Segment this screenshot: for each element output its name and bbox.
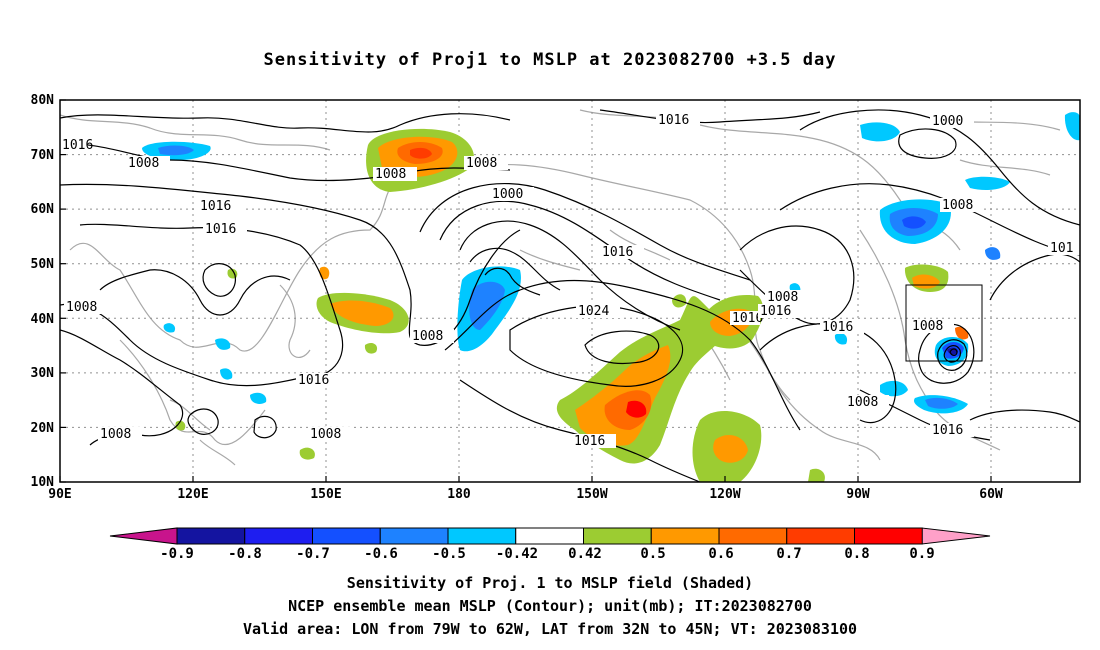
svg-text:1016: 1016 bbox=[932, 423, 963, 438]
svg-text:1016: 1016 bbox=[574, 434, 605, 449]
sensitivity-shading bbox=[142, 112, 1080, 482]
lon-labels: 90E 120E 150E 180 150W 120W 90W 60W bbox=[48, 487, 1003, 502]
colorbar bbox=[109, 527, 991, 545]
svg-text:1016: 1016 bbox=[658, 113, 689, 128]
colorbar-label: -0.6 bbox=[364, 546, 398, 562]
lat-label: 70N bbox=[31, 148, 55, 163]
svg-text:1016: 1016 bbox=[822, 320, 853, 335]
contour-labels: 1016 1008 1008 1016 1008 1000 1000 1016 … bbox=[60, 113, 1080, 449]
colorbar-cell bbox=[786, 527, 855, 545]
svg-text:1016: 1016 bbox=[62, 138, 93, 153]
caption-line-2: NCEP ensemble mean MSLP (Contour); unit(… bbox=[288, 597, 812, 615]
caption-line-1: Sensitivity of Proj. 1 to MSLP field (Sh… bbox=[346, 574, 754, 592]
lat-label: 30N bbox=[31, 366, 55, 381]
colorbar-cell bbox=[447, 527, 517, 545]
lon-label: 90W bbox=[846, 487, 870, 502]
svg-text:101: 101 bbox=[1050, 241, 1073, 256]
colorbar-cell bbox=[176, 527, 246, 545]
svg-text:1008: 1008 bbox=[466, 156, 497, 171]
plot-frame bbox=[59, 99, 1081, 483]
lat-labels: 80N 70N 60N 50N 40N 30N 20N 10N bbox=[31, 93, 55, 490]
colorbar-label: 0.6 bbox=[708, 546, 733, 562]
colorbar-cell bbox=[583, 527, 652, 545]
colorbar-low-cap bbox=[109, 527, 178, 545]
lat-label: 10N bbox=[31, 475, 55, 490]
svg-text:1008: 1008 bbox=[412, 329, 443, 344]
colorbar-label: 0.9 bbox=[909, 546, 934, 562]
svg-text:1008: 1008 bbox=[375, 167, 406, 182]
colorbar-high-cap bbox=[921, 527, 991, 545]
valid-area-box bbox=[905, 284, 983, 362]
colorbar-cell bbox=[854, 527, 923, 545]
colorbar-label: -0.8 bbox=[228, 546, 262, 562]
lat-label: 40N bbox=[31, 312, 55, 327]
map-title: Sensitivity of Proj1 to MSLP at 20230827… bbox=[263, 50, 837, 70]
colorbar-cell bbox=[650, 527, 720, 545]
colorbar-cell bbox=[515, 527, 584, 545]
lon-label: 90E bbox=[48, 487, 71, 502]
svg-text:1008: 1008 bbox=[66, 300, 97, 315]
svg-text:1016: 1016 bbox=[205, 222, 236, 237]
svg-text:1008: 1008 bbox=[100, 427, 131, 442]
caption-line-3: Valid area: LON from 79W to 62W, LAT fro… bbox=[242, 620, 858, 638]
lat-label: 80N bbox=[31, 93, 55, 108]
svg-text:1016: 1016 bbox=[602, 245, 633, 260]
lat-label: 20N bbox=[31, 421, 55, 436]
svg-text:1008: 1008 bbox=[128, 156, 159, 171]
colorbar-label: 0.7 bbox=[776, 546, 801, 562]
lat-label: 60N bbox=[31, 202, 55, 217]
svg-text:1024: 1024 bbox=[578, 304, 609, 319]
axis-ticks bbox=[59, 99, 992, 483]
svg-text:1008: 1008 bbox=[942, 198, 973, 213]
colorbar-label: -0.42 bbox=[496, 546, 538, 562]
colorbar-labels: -0.9 -0.8 -0.7 -0.6 -0.5 -0.42 0.42 0.5 … bbox=[160, 546, 935, 562]
colorbar-label: 0.5 bbox=[640, 546, 665, 562]
colorbar-cell bbox=[718, 527, 788, 545]
lon-label: 180 bbox=[447, 487, 471, 502]
svg-text:1000: 1000 bbox=[932, 114, 963, 129]
svg-text:1016: 1016 bbox=[732, 311, 763, 326]
svg-text:1008: 1008 bbox=[310, 427, 341, 442]
colorbar-label: -0.5 bbox=[432, 546, 466, 562]
lat-label: 50N bbox=[31, 257, 55, 272]
lon-label: 150W bbox=[576, 487, 607, 502]
colorbar-label: -0.7 bbox=[296, 546, 330, 562]
svg-text:1016: 1016 bbox=[200, 199, 231, 214]
lon-label: 120E bbox=[177, 487, 208, 502]
colorbar-cell bbox=[379, 527, 449, 545]
colorbar-cell bbox=[244, 527, 313, 545]
colorbar-label: 0.8 bbox=[844, 546, 869, 562]
svg-text:1000: 1000 bbox=[492, 187, 523, 202]
svg-text:1008: 1008 bbox=[767, 290, 798, 305]
svg-text:1008: 1008 bbox=[912, 319, 943, 334]
lon-label: 120W bbox=[709, 487, 740, 502]
lon-label: 150E bbox=[310, 487, 341, 502]
colorbar-label: -0.9 bbox=[160, 546, 194, 562]
svg-text:1016: 1016 bbox=[298, 373, 329, 388]
svg-text:1016: 1016 bbox=[760, 304, 791, 319]
colorbar-cell bbox=[312, 527, 381, 545]
svg-text:1008: 1008 bbox=[847, 395, 878, 410]
lon-label: 60W bbox=[979, 487, 1003, 502]
colorbar-label: 0.42 bbox=[568, 546, 602, 562]
